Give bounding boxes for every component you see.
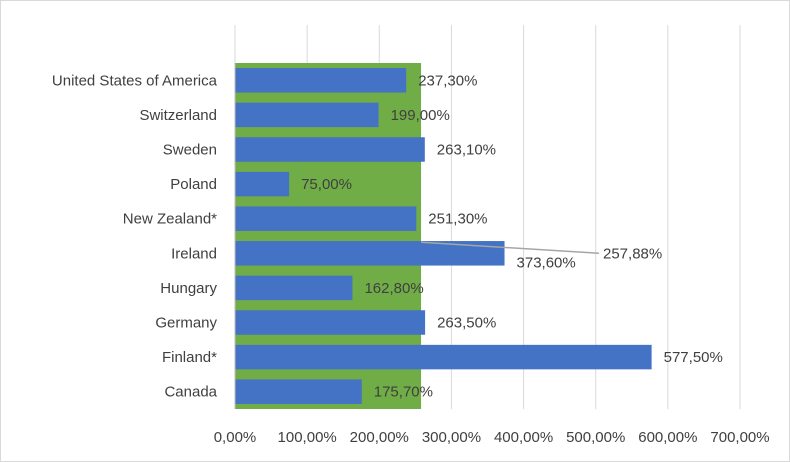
average-leader-line [420,241,600,255]
bar [235,137,425,162]
bars [235,68,652,404]
average-label: 257,88% [603,245,662,262]
data-label: 251,30% [428,211,487,228]
bar [235,344,652,370]
bar [235,310,426,335]
data-label: 162,80% [364,280,423,297]
category-label: Sweden [163,142,217,159]
category-label: Finland* [162,349,217,366]
category-label: Germany [155,315,217,332]
category-label: New Zealand* [123,211,217,228]
bar [235,171,290,197]
category-labels: United States of America Switzerland Swede… [52,72,218,400]
data-label: 577,50% [664,349,723,366]
data-label: 263,50% [437,315,496,332]
data-label: 237,30% [418,72,477,89]
category-label: Switzerland [139,107,217,124]
data-labels: 237,30% 199,00% 263,10% 75,00% 251,30% 373,60… [301,72,723,400]
tick-label: 0,00% [214,429,257,446]
data-label: 199,00% [391,107,450,124]
bar [235,102,379,128]
data-label: 75,00% [301,176,352,193]
category-label: Poland [170,176,217,193]
average-callout: 257,88% [420,241,662,262]
bar [235,379,362,404]
category-label: Ireland [171,245,217,262]
tick-labels: 0,00% 100,00% 200,00% 300,00% 400,00% 500,00%… [214,429,770,446]
data-label: 175,70% [374,384,433,401]
category-label: Hungary [160,280,217,297]
bar [235,68,407,93]
tick-label: 200,00% [350,429,409,446]
tick-label: 100,00% [278,429,337,446]
category-label: Canada [164,384,217,401]
bar [235,206,417,231]
tick-label: 600,00% [638,429,697,446]
bar [235,275,353,301]
tick-label: 400,00% [494,429,553,446]
data-label: 263,10% [437,142,496,159]
tick-label: 500,00% [566,429,625,446]
tick-label: 700,00% [710,429,769,446]
data-label: 373,60% [517,254,576,271]
category-label: United States of America [52,72,218,89]
tick-label: 300,00% [422,429,481,446]
